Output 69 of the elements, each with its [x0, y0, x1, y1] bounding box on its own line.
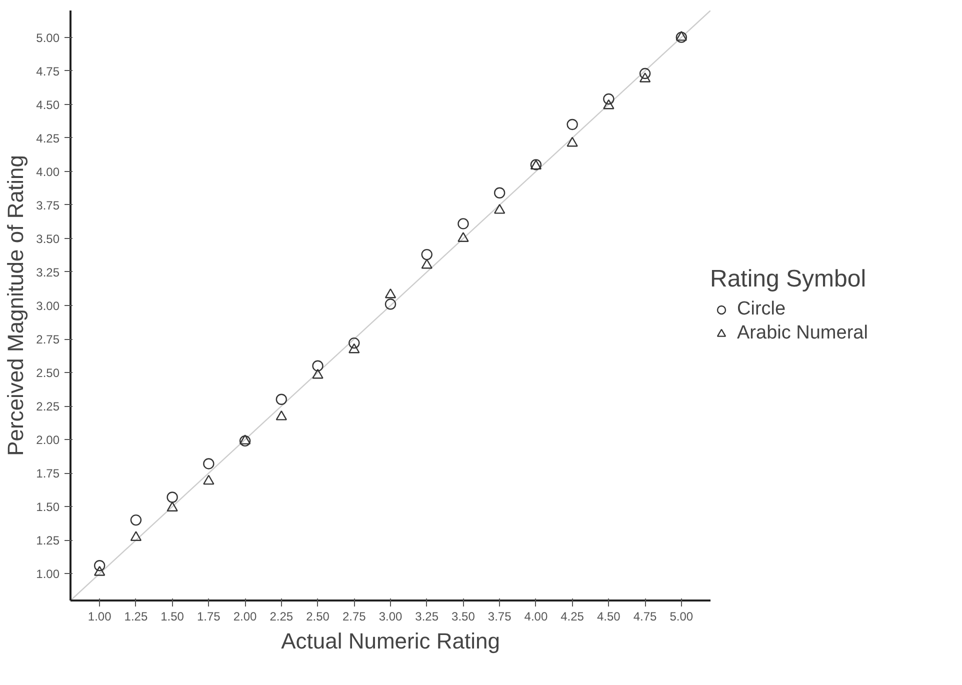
x-tick-label: 1.75 — [197, 610, 221, 624]
legend-label: Arabic Numeral — [737, 322, 868, 344]
point — [94, 566, 106, 576]
x-tick-label: 2.00 — [233, 610, 258, 624]
point — [203, 458, 214, 470]
legend-label: Circle — [737, 298, 786, 320]
x-tick-label: 3.00 — [378, 610, 403, 624]
x-tick-label: 3.75 — [488, 610, 512, 624]
x-tick-label: 4.50 — [597, 610, 621, 624]
point — [312, 360, 324, 372]
y-tick-label: 2.75 — [36, 332, 60, 347]
x-tick-label: 4.25 — [560, 610, 584, 624]
point — [421, 258, 432, 269]
point — [276, 410, 288, 420]
x-tick-label: 3.50 — [452, 610, 476, 624]
x-tick-label: 1.50 — [160, 610, 184, 624]
y-tick-label: 2.50 — [36, 366, 60, 380]
x-tick-label: 4.00 — [524, 610, 548, 624]
x-tick-label: 2.25 — [270, 610, 294, 624]
legend-title: Rating Symbol — [710, 266, 868, 294]
point — [639, 72, 651, 82]
y-tick-label: 1.75 — [36, 466, 60, 481]
point — [458, 232, 469, 242]
y-tick-label: 1.50 — [36, 500, 60, 514]
y-tick-label: 4.00 — [36, 164, 60, 179]
y-tick-label: 4.25 — [36, 131, 60, 146]
y-tick-label: 2.00 — [36, 433, 60, 448]
point — [494, 204, 506, 214]
point — [94, 560, 106, 572]
point — [130, 531, 142, 541]
point — [166, 502, 178, 512]
x-tick-label: 4.75 — [633, 610, 658, 624]
y-tick-label: 4.50 — [36, 98, 60, 112]
x-tick-label: 2.50 — [306, 610, 330, 624]
point — [130, 514, 142, 526]
point — [203, 474, 214, 485]
point — [421, 248, 432, 260]
point — [566, 136, 578, 147]
y-tick-label: 3.75 — [36, 198, 60, 212]
point — [312, 368, 324, 379]
point — [166, 492, 178, 503]
y-tick-label: 1.00 — [36, 567, 60, 582]
x-tick-label: 1.25 — [124, 610, 148, 624]
y-axis-title: Perceived Magnitude of Rating — [3, 155, 28, 456]
point — [458, 218, 469, 230]
y-tick-label: 2.25 — [36, 400, 60, 414]
point — [276, 394, 288, 405]
y-tick-label: 5.00 — [36, 30, 60, 45]
point — [603, 99, 614, 110]
y-tick-label: 3.25 — [36, 265, 60, 280]
y-tick-label: 1.25 — [36, 534, 60, 548]
y-tick-label: 3.50 — [36, 232, 60, 246]
point — [494, 187, 506, 198]
point — [348, 343, 360, 354]
point — [239, 435, 251, 447]
point — [348, 337, 360, 349]
point — [566, 118, 578, 130]
x-tick-label: 5.00 — [670, 610, 694, 624]
point — [603, 93, 614, 105]
y-tick-label: 3.00 — [36, 299, 60, 313]
point — [384, 298, 396, 310]
point — [239, 434, 251, 444]
x-tick-label: 2.75 — [342, 610, 366, 624]
point — [639, 68, 651, 80]
point — [384, 288, 396, 298]
x-tick-label: 3.25 — [415, 610, 439, 624]
x-axis-title: Actual Numeric Rating — [281, 628, 500, 654]
y-tick-label: 4.75 — [36, 64, 60, 78]
x-tick-label: 1.00 — [88, 610, 112, 624]
